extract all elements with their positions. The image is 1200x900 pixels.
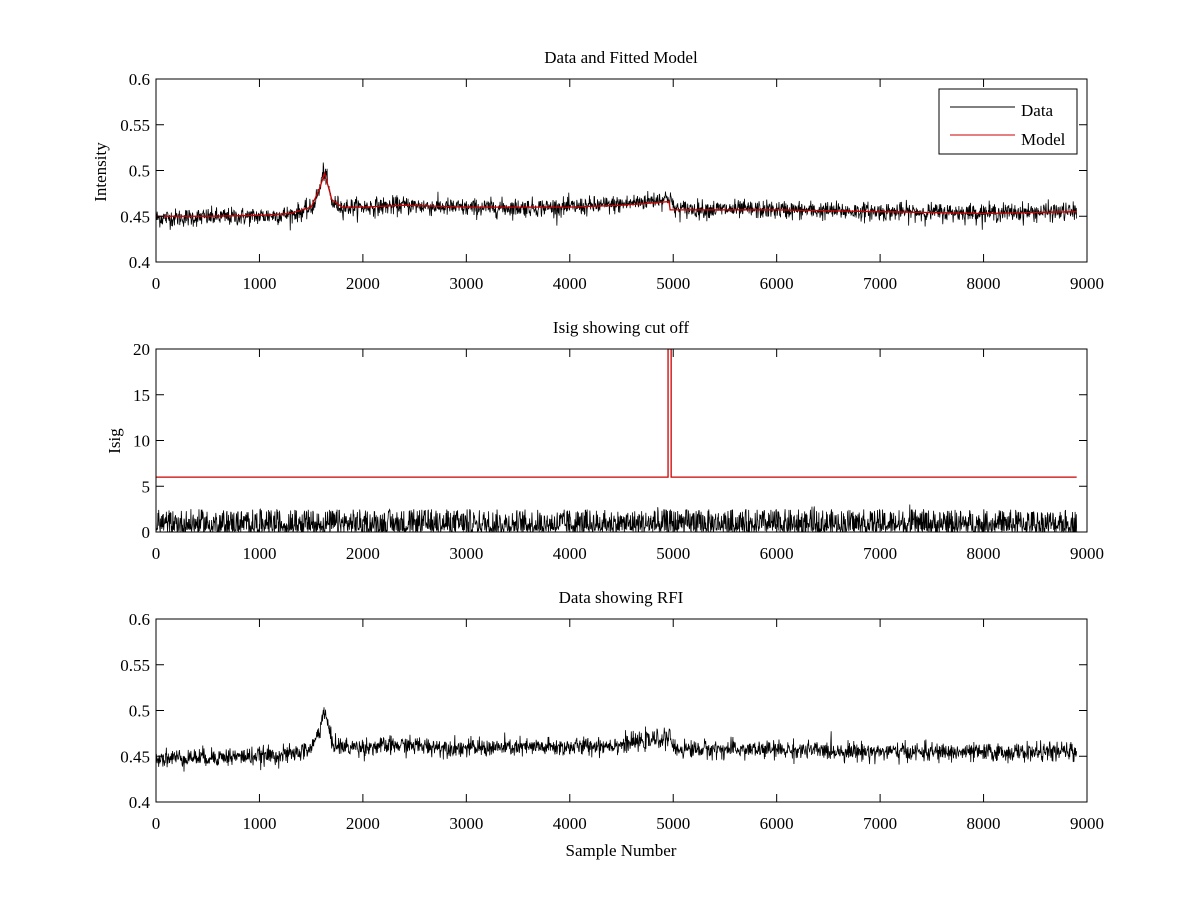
y-tick-label: 0 xyxy=(142,523,151,542)
series-group xyxy=(156,349,1078,532)
y-tick-label: 0.55 xyxy=(120,656,150,675)
x-tick-label: 3000 xyxy=(449,814,483,833)
y-tick-label: 0.6 xyxy=(129,610,150,629)
series-line-model xyxy=(156,171,1077,217)
x-tick-label: 4000 xyxy=(553,814,587,833)
series-line-series-0 xyxy=(156,707,1078,772)
x-tick-label: 4000 xyxy=(553,274,587,293)
panel-1-title: Data and Fitted Model xyxy=(544,48,698,67)
panel-1-legend: Data Model xyxy=(938,88,1078,155)
panel-isig-cutoff: Isig showing cut off Isig 0 1000 2000 3000 4… xyxy=(105,318,1104,563)
y-tick-label: 5 xyxy=(142,477,151,496)
series-line-data xyxy=(156,162,1078,231)
x-tick-label: 6000 xyxy=(760,274,794,293)
x-tick-label: 3000 xyxy=(449,544,483,563)
panel-3-plot-area: 0 1000 2000 3000 4000 5000 6000 7000 8000 9000 0.4… xyxy=(120,610,1104,833)
x-tick-label: 5000 xyxy=(656,544,690,563)
panel-3-xlabel: Sample Number xyxy=(566,841,677,860)
x-tick-label: 9000 xyxy=(1070,274,1104,293)
x-tick-label: 0 xyxy=(152,274,161,293)
x-tick-label: 2000 xyxy=(346,814,380,833)
y-tick-label: 15 xyxy=(133,386,150,405)
x-tick-label: 9000 xyxy=(1070,544,1104,563)
x-tick-label: 0 xyxy=(152,544,161,563)
x-tick-label: 7000 xyxy=(863,274,897,293)
y-tick-label: 0.5 xyxy=(129,702,150,721)
x-tick-label: 8000 xyxy=(967,274,1001,293)
series-line-series-0 xyxy=(156,504,1078,532)
panel-2-plot-area: 0 1000 2000 3000 4000 5000 6000 7000 8000 9000 0 5 1… xyxy=(133,340,1104,563)
panel-1-plot-area: 0 1000 2000 3000 4000 5000 6000 7000 8000 9000 0.4… xyxy=(120,70,1104,293)
legend-model-label: Model xyxy=(1021,130,1066,149)
y-tick-label: 10 xyxy=(133,432,150,451)
panel-data-and-model: Data and Fitted Model Intensity 0 1000 200… xyxy=(91,48,1104,293)
x-tick-label: 1000 xyxy=(242,814,276,833)
x-tick-label: 5000 xyxy=(656,274,690,293)
y-tick-label: 0.45 xyxy=(120,747,150,766)
x-tick-label: 8000 xyxy=(967,544,1001,563)
x-tick-label: 3000 xyxy=(449,274,483,293)
x-tick-label: 2000 xyxy=(346,274,380,293)
panel-2-title: Isig showing cut off xyxy=(553,318,689,337)
x-tick-label: 7000 xyxy=(863,814,897,833)
panel-3-title: Data showing RFI xyxy=(559,588,684,607)
x-tick-label: 6000 xyxy=(760,544,794,563)
y-tick-label: 0.6 xyxy=(129,70,150,89)
y-tick-label: 20 xyxy=(133,340,150,359)
series-line-series-1 xyxy=(156,349,1077,478)
x-tick-label: 8000 xyxy=(967,814,1001,833)
x-tick-label: 1000 xyxy=(242,274,276,293)
series-group xyxy=(156,707,1078,772)
x-tick-label: 9000 xyxy=(1070,814,1104,833)
y-tick-label: 0.4 xyxy=(129,793,151,812)
x-tick-label: 7000 xyxy=(863,544,897,563)
y-tick-label: 0.5 xyxy=(129,162,150,181)
x-tick-label: 6000 xyxy=(760,814,794,833)
x-tick-label: 5000 xyxy=(656,814,690,833)
series-group xyxy=(156,162,1078,231)
x-tick-label: 0 xyxy=(152,814,161,833)
legend-box xyxy=(938,88,1078,155)
panel-1-ylabel: Intensity xyxy=(91,142,110,202)
legend-data-label: Data xyxy=(1021,101,1054,120)
panel-2-ylabel: Isig xyxy=(105,428,124,454)
panel-data-rfi: Data showing RFI 0 1000 2000 3000 4000 5000 60… xyxy=(120,588,1104,860)
x-tick-label: 4000 xyxy=(553,544,587,563)
x-tick-label: 2000 xyxy=(346,544,380,563)
x-tick-label: 1000 xyxy=(242,544,276,563)
y-tick-label: 0.55 xyxy=(120,116,150,135)
y-tick-label: 0.4 xyxy=(129,253,151,272)
y-tick-label: 0.45 xyxy=(120,207,150,226)
